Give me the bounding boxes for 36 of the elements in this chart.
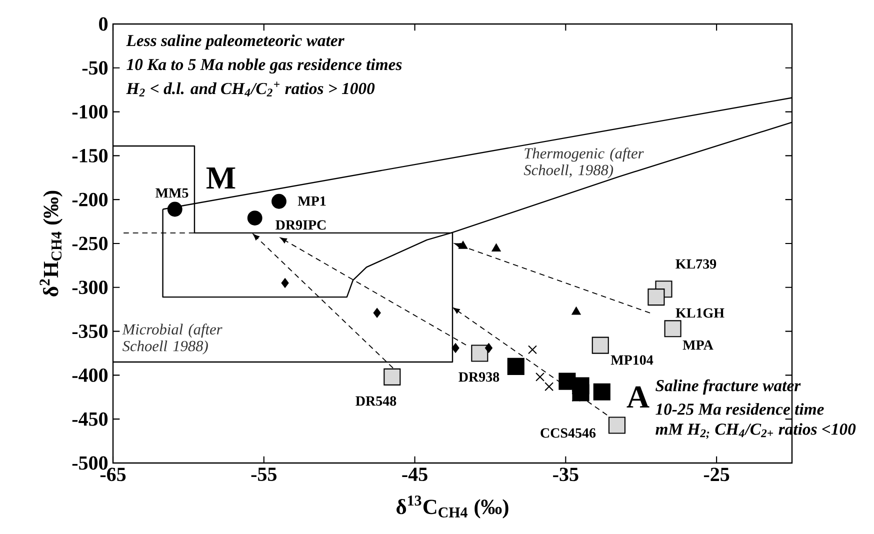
y-tick-label: 0 <box>99 17 108 31</box>
y-tick-label: -450 <box>72 412 108 426</box>
x-tick-label: -25 <box>704 468 730 482</box>
annotation: 10 Ka to 5 Ma noble gas residence times <box>126 58 402 74</box>
x-axis-title: δ$^{13}$C$_{CH4}$ (‰) <box>396 496 508 518</box>
annotation: 10-25 Ma residence time <box>656 403 824 415</box>
y-tick-label: -350 <box>72 324 108 338</box>
y-tick-label: -500 <box>72 456 108 470</box>
annotation: MP104 <box>610 355 654 365</box>
annotation: Less saline paleometeoric water <box>126 34 344 50</box>
annotation: H$_{2}$ < d.l. and CH$_{4}$/C$_{2}$$^{+}$ ratios > 1000 <box>126 82 375 96</box>
annotation: DR548 <box>356 396 396 406</box>
y-tick-label: -400 <box>72 368 108 382</box>
annotation: DR938 <box>458 372 500 382</box>
x-tick-label: -55 <box>251 468 276 481</box>
y-tick-label: -200 <box>72 192 108 206</box>
y-tick-label: -100 <box>72 105 108 119</box>
y-tick-label: -300 <box>72 280 108 294</box>
annotation: Microbial (after Schoell 1988) <box>122 324 222 354</box>
annotation: MPA <box>682 340 714 350</box>
y-axis-title: δ$^{2}$H$_{CH4}$ (‰) <box>40 190 62 296</box>
y-tick-label: -250 <box>72 236 108 250</box>
y-tick-label: -50 <box>82 61 108 75</box>
x-tick-label: -45 <box>402 468 428 482</box>
annotation: KL1GH <box>676 308 724 318</box>
annotation: MP1 <box>298 196 326 206</box>
annotation: CCS4546 <box>540 428 596 438</box>
annotation: KL739 <box>676 259 716 269</box>
annotation: A <box>626 386 650 408</box>
annotation: DR9IPC <box>276 220 326 230</box>
x-tick-label: -65 <box>100 468 126 482</box>
annotation: Thermogenic (after Schoell, 1988) <box>524 148 644 178</box>
y-tick-label: -150 <box>72 148 108 162</box>
x-tick-label: -35 <box>553 468 578 482</box>
annotation: M <box>206 168 236 188</box>
annotation: MM5 <box>156 188 188 198</box>
